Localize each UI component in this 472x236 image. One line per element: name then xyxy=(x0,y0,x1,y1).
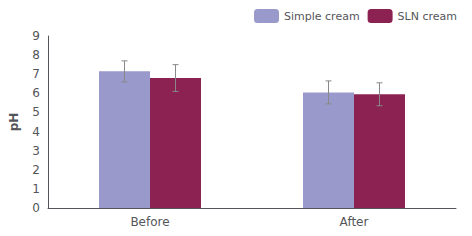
svg-text:Before: Before xyxy=(130,215,169,229)
svg-text:Simple cream: Simple cream xyxy=(284,10,360,23)
svg-text:6: 6 xyxy=(32,86,40,100)
svg-text:3: 3 xyxy=(32,144,40,158)
svg-text:pH: pH xyxy=(7,113,21,132)
svg-text:5: 5 xyxy=(32,105,40,119)
svg-text:1: 1 xyxy=(32,182,40,196)
svg-text:2: 2 xyxy=(32,163,40,177)
svg-text:SLN cream: SLN cream xyxy=(398,10,457,23)
svg-text:9: 9 xyxy=(32,29,40,43)
svg-text:0: 0 xyxy=(32,201,40,215)
svg-text:After: After xyxy=(340,215,369,229)
svg-text:4: 4 xyxy=(32,125,40,139)
svg-text:7: 7 xyxy=(32,67,40,81)
svg-text:8: 8 xyxy=(32,48,40,62)
